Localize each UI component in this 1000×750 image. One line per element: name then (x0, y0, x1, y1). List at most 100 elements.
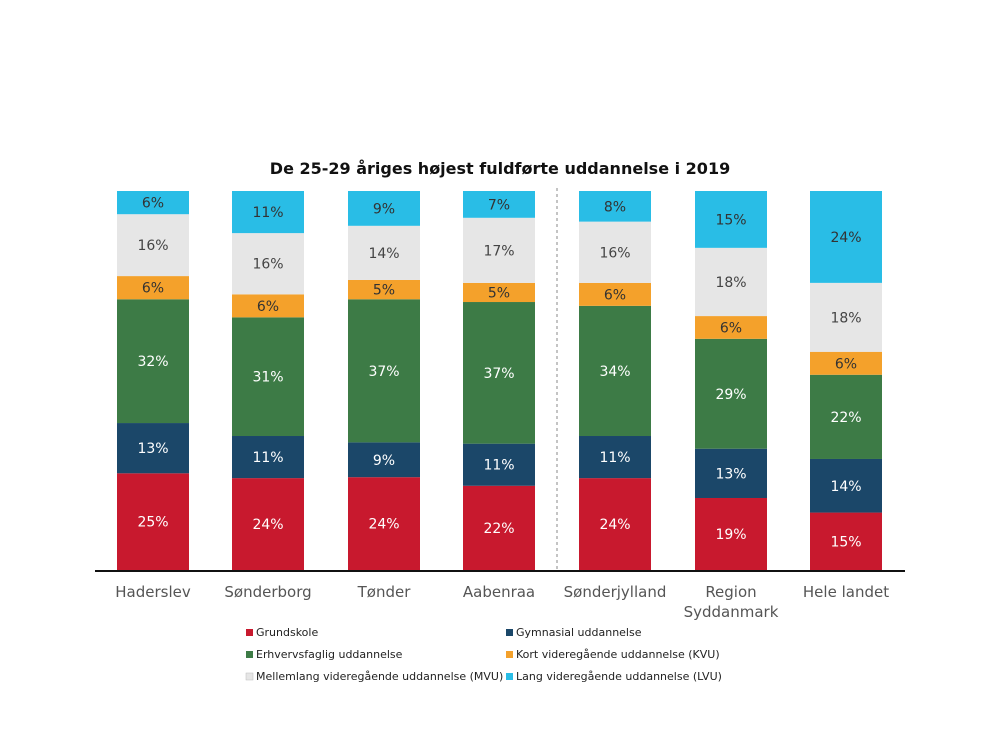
bar-segment-gymnasial-uddannelse-sonderjylland (579, 436, 651, 479)
legend-item-gymnasial-uddannelse: Gymnasial uddannelse (506, 626, 642, 639)
legend-item-grundskole: Grundskole (246, 626, 318, 639)
category-label-line: Sønderborg (224, 583, 311, 601)
value-label: 11% (252, 205, 283, 221)
legend-item-lang-videregaende-uddannelse-lvu: Lang videregående uddannelse (LVU) (506, 670, 722, 683)
bar-segment-gymnasial-uddannelse-region-syddanmark (695, 448, 767, 498)
legend-item-kort-videregaende-uddannelse-kvu: Kort videregående uddannelse (KVU) (506, 648, 720, 661)
value-label: 13% (137, 441, 168, 457)
legend-label: Kort videregående uddannelse (KVU) (516, 648, 720, 661)
value-label: 14% (830, 479, 861, 495)
legend-item-mellemlang-videregaende-uddannelse-mvu: Mellemlang videregående uddannelse (MVU) (245, 670, 503, 683)
value-label: 16% (599, 245, 630, 261)
value-label: 11% (252, 450, 283, 466)
bar-segment-gymnasial-uddannelse-aabenraa (463, 443, 535, 486)
chart-title: De 25-29 åriges højest fuldførte uddanne… (270, 159, 730, 178)
bar-segment-gymnasial-uddannelse-tonder (348, 442, 420, 478)
legend-swatch (506, 651, 513, 658)
bar-segment-lang-videregaende-uddannelse-lvu-tonder (348, 191, 420, 226)
bar-segment-grundskole-sonderborg (232, 478, 304, 570)
value-label: 8% (604, 199, 626, 215)
value-label: 6% (142, 281, 164, 297)
bar-sonderborg: 24% 11% 31% 6% 16% 11% (232, 191, 304, 570)
category-labels: Haderslev Sønderborg Tønder Aabenraa Sønderj… (115, 583, 889, 621)
legend-swatch (506, 673, 513, 680)
legend: Grundskole Gymnasial uddannelse Erhvervsfa… (245, 626, 722, 683)
value-label: 22% (830, 410, 861, 426)
legend-swatch (506, 629, 513, 636)
category-label-line: Hele landet (803, 583, 889, 601)
value-label: 13% (715, 466, 746, 482)
bar-segment-lang-videregaende-uddannelse-lvu-hele-landet (810, 191, 882, 283)
category-label-sonderjylland: Sønderjylland (564, 583, 667, 601)
category-label-line: Aabenraa (463, 583, 535, 601)
bar-segment-lang-videregaende-uddannelse-lvu-aabenraa (463, 191, 535, 218)
bar-segment-erhvervsfaglig-uddannelse-hele-landet (810, 374, 882, 459)
bar-region-syddanmark: 19% 13% 29% 6% 18% 15% (695, 191, 767, 570)
bar-segment-mellemlang-videregaende-uddannelse-mvu-aabenraa (463, 217, 535, 283)
value-label: 5% (488, 285, 510, 301)
category-label-line: Sønderjylland (564, 583, 667, 601)
category-label-line: Haderslev (115, 583, 191, 601)
value-label: 19% (715, 527, 746, 543)
legend-label: Gymnasial uddannelse (516, 626, 642, 639)
value-label: 29% (715, 387, 746, 403)
bar-hele-landet: 15% 14% 22% 6% 18% 24% (810, 191, 882, 570)
value-label: 18% (830, 310, 861, 326)
bars-group: 25% 13% 32% 6% 16% 6% 24% 11% 31% 6% 16% 11% 24% 9% 37… (117, 191, 882, 570)
value-label: 31% (252, 370, 283, 386)
category-label-line: Syddanmark (684, 603, 779, 621)
bar-segment-mellemlang-videregaende-uddannelse-mvu-sonderjylland (579, 221, 651, 283)
category-label-line: Region (705, 583, 756, 601)
bar-segment-lang-videregaende-uddannelse-lvu-sonderjylland (579, 191, 651, 222)
value-label: 37% (368, 364, 399, 380)
bar-segment-gymnasial-uddannelse-sonderborg (232, 436, 304, 479)
value-label: 37% (483, 366, 514, 382)
bar-segment-mellemlang-videregaende-uddannelse-mvu-region-syddanmark (695, 247, 767, 317)
value-label: 6% (604, 287, 626, 303)
bar-tonder: 24% 9% 37% 5% 14% 9% (348, 191, 420, 570)
bar-segment-gymnasial-uddannelse-hele-landet (810, 458, 882, 513)
bar-segment-mellemlang-videregaende-uddannelse-mvu-hele-landet (810, 282, 882, 352)
bar-segment-kort-videregaende-uddannelse-kvu-region-syddanmark (695, 316, 767, 339)
bar-segment-erhvervsfaglig-uddannelse-region-syddanmark (695, 338, 767, 449)
legend-label: Grundskole (256, 626, 318, 639)
bar-segment-erhvervsfaglig-uddannelse-tonder (348, 299, 420, 443)
legend-item-erhvervsfaglig-uddannelse: Erhvervsfaglig uddannelse (246, 648, 403, 661)
bar-segment-grundskole-region-syddanmark (695, 497, 767, 570)
bar-segment-lang-videregaende-uddannelse-lvu-region-syddanmark (695, 191, 767, 248)
value-label: 22% (483, 521, 514, 537)
category-label-region-syddanmark: Region Syddanmark (684, 583, 779, 621)
legend-swatch (245, 672, 254, 681)
bar-segment-kort-videregaende-uddannelse-kvu-hele-landet (810, 351, 882, 375)
bar-segment-erhvervsfaglig-uddannelse-haderslev (117, 299, 189, 424)
category-label-hele-landet: Hele landet (803, 583, 889, 601)
value-label: 7% (488, 197, 510, 213)
bar-segment-lang-videregaende-uddannelse-lvu-haderslev (117, 191, 189, 215)
category-label-haderslev: Haderslev (115, 583, 191, 601)
value-label: 9% (373, 453, 395, 469)
value-label: 6% (835, 356, 857, 372)
category-label-line: Tønder (357, 583, 412, 601)
value-label: 17% (483, 243, 514, 259)
bar-segment-grundskole-hele-landet (810, 512, 882, 570)
value-label: 18% (715, 275, 746, 291)
category-label-aabenraa: Aabenraa (463, 583, 535, 601)
bar-segment-erhvervsfaglig-uddannelse-aabenraa (463, 302, 535, 444)
bar-aabenraa: 22% 11% 37% 5% 17% 7% (463, 191, 535, 570)
value-label: 24% (599, 517, 630, 533)
value-label: 15% (715, 212, 746, 228)
bar-segment-erhvervsfaglig-uddannelse-sonderjylland (579, 305, 651, 437)
bar-segment-grundskole-sonderjylland (579, 478, 651, 570)
bar-segment-kort-videregaende-uddannelse-kvu-sonderborg (232, 294, 304, 318)
value-label: 24% (830, 230, 861, 246)
category-label-sonderborg: Sønderborg (224, 583, 311, 601)
bar-segment-gymnasial-uddannelse-haderslev (117, 423, 189, 474)
bar-segment-kort-videregaende-uddannelse-kvu-tonder (348, 279, 420, 300)
value-label: 6% (142, 196, 164, 212)
bar-haderslev: 25% 13% 32% 6% 16% 6% (117, 191, 189, 570)
value-label: 9% (373, 201, 395, 217)
value-label: 14% (368, 246, 399, 262)
value-label: 6% (720, 320, 742, 336)
value-label: 16% (137, 238, 168, 254)
